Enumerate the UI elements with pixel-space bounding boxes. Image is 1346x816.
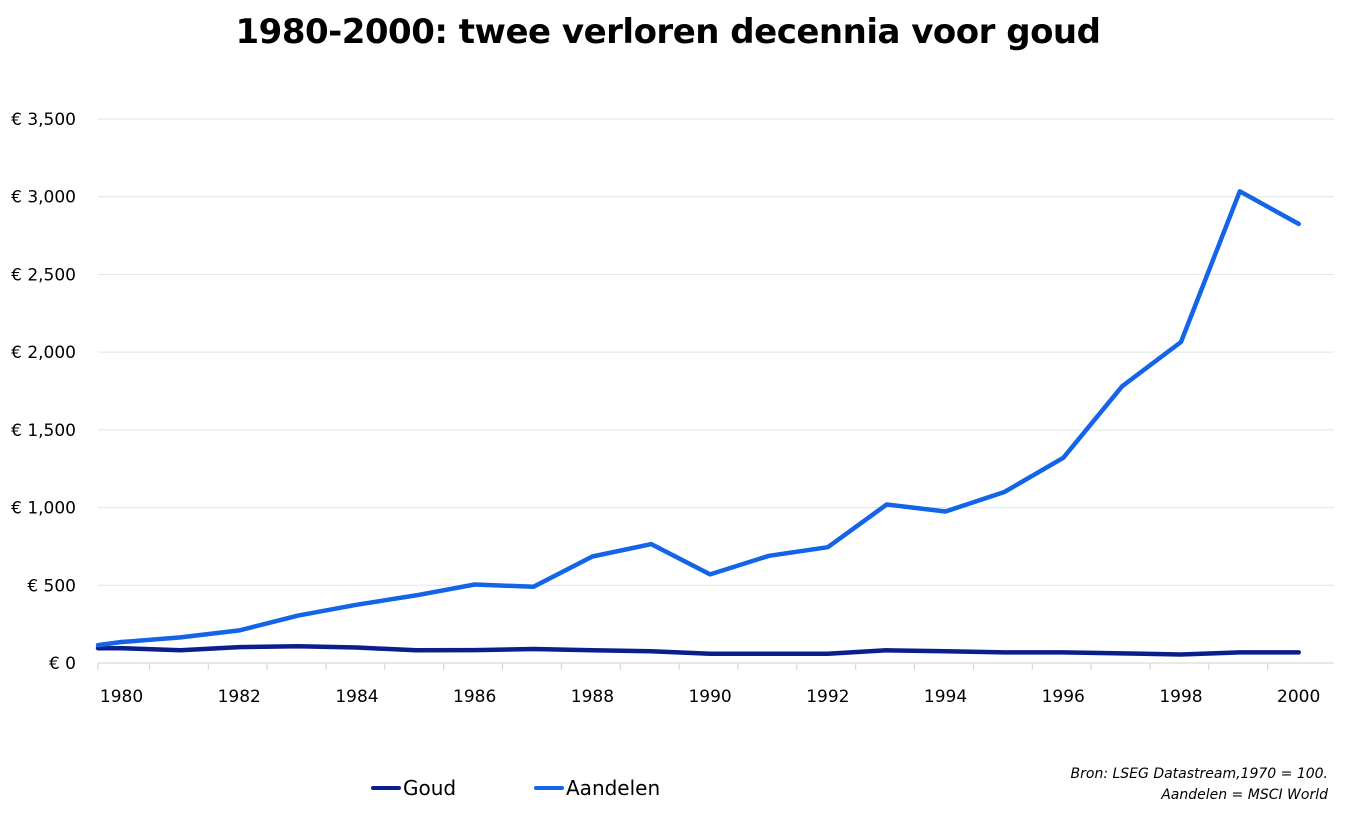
x-tick-label: 1982 <box>218 687 261 707</box>
y-tick-label: € 500 <box>27 576 76 596</box>
legend-item-aandelen: Aandelen <box>534 776 660 800</box>
y-tick-label: € 0 <box>49 654 76 674</box>
x-tick-label: 2000 <box>1277 687 1320 707</box>
x-tick-label: 1994 <box>924 687 967 707</box>
y-axis-ticks: € 0 € 500 € 1,000 € 1,500 € 2,000 € 2,500 € 3,… <box>11 110 76 674</box>
legend-swatch-goud <box>371 786 401 790</box>
x-tick-label: 1998 <box>1159 687 1202 707</box>
series-line-aandelen <box>95 189 1301 648</box>
source-line-2: Aandelen = MSCI World <box>1161 787 1328 803</box>
legend-label-aandelen: Aandelen <box>566 776 661 800</box>
legend-label-goud: Goud <box>403 776 457 800</box>
source-line-1: Bron: LSEG Datastream,1970 = 100. <box>1070 766 1328 782</box>
x-axis-ticks: 1980 1982 1984 1986 1988 1990 1992 1994 1996 1998… <box>100 687 1320 707</box>
y-tick-label: € 2,500 <box>11 265 76 285</box>
y-tick-label: € 3,500 <box>11 110 76 130</box>
x-tick-label: 1986 <box>453 687 496 707</box>
legend-swatch-aandelen <box>534 786 564 790</box>
x-tick-label: 1988 <box>571 687 614 707</box>
y-tick-label: € 1,000 <box>11 499 76 519</box>
line-chart: € 0 € 500 € 1,000 € 1,500 € 2,000 € 2,500 € 3,… <box>11 110 1334 707</box>
x-tick-label: 1992 <box>806 687 849 707</box>
gridlines <box>98 118 1334 586</box>
x-tick-label: 1980 <box>100 687 143 707</box>
y-tick-label: € 1,500 <box>11 421 76 441</box>
chart-title: 1980-2000: twee verloren decennia voor g… <box>235 12 1101 52</box>
y-tick-label: € 2,000 <box>11 343 76 363</box>
x-tick-label: 1984 <box>335 687 378 707</box>
series-lines <box>95 189 1301 657</box>
x-tick-label: 1990 <box>688 687 731 707</box>
y-tick-label: € 3,000 <box>11 188 76 208</box>
axes <box>97 662 1334 670</box>
source-note: Bron: LSEG Datastream,1970 = 100. Aandel… <box>1071 764 1328 806</box>
x-tick-label: 1996 <box>1042 687 1085 707</box>
series-line-goud <box>95 643 1301 657</box>
legend-item-goud: Goud <box>371 776 456 800</box>
